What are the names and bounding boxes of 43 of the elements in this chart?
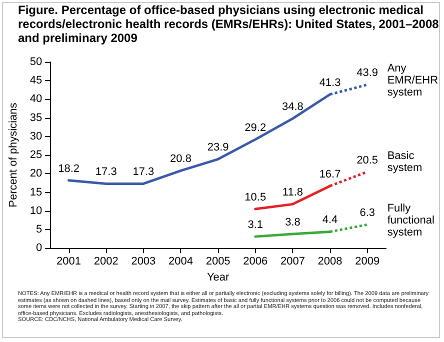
x-tick-label: 2006 [243,256,268,268]
data-label: 3.1 [248,219,264,232]
data-label: 43.9 [356,67,378,80]
data-label: 29.2 [244,122,266,134]
text: Fully functional system [387,202,434,239]
x-tick-label: 2002 [94,256,118,268]
chart-title: Figure. Percentage of office-based physicians using electronic medical records/electronic health records (EMRs/EHRs): United States, 2001–2008 and preliminary 2009 [18,3,440,45]
y-tick-label: 10 [30,204,42,217]
data-label: 10.5 [244,192,266,204]
data-label: 23.9 [207,142,229,154]
x-axis-title: Year [206,272,230,284]
data-label: 34.8 [282,101,304,114]
data-label: 11.8 [282,186,303,199]
y-tick-label: 0 [36,242,42,254]
y-tick-label: 40 [30,93,42,106]
y-tick-label: 30 [30,130,42,142]
x-tick-label: 2009 [355,256,380,268]
x-tick-label: 2003 [131,256,156,268]
data-label: 18.2 [58,162,80,175]
x-tick-label: 2001 [56,256,82,268]
y-tick-label: 15 [30,186,42,198]
y-tick-label: 25 [30,149,42,162]
y-tick-label: 35 [30,112,42,124]
x-tick-label: 2008 [318,256,342,268]
text: Any EMR/EHR system [387,62,438,99]
data-label: 16.7 [319,168,341,180]
y-tick-label: 50 [30,56,42,68]
data-label: 20.5 [356,154,378,166]
data-label: 20.8 [170,153,192,166]
x-tick-label: 2007 [280,256,305,268]
x-tick-label: 2005 [206,256,230,268]
data-label: 17.3 [132,166,154,178]
y-tick-label: 45 [30,74,42,87]
y-tick-label: 20 [30,168,42,180]
x-tick-label: 2004 [168,256,193,268]
y-axis-title: Percent of physicians [8,102,20,208]
data-label: 4.4 [322,214,338,226]
y-tick-label: 5 [36,223,42,236]
data-label: 6.3 [360,207,375,220]
data-label: 41.3 [319,76,341,89]
text: Basic system [387,150,422,174]
data-label: 17.3 [95,166,117,178]
data-label: 3.8 [285,216,300,228]
